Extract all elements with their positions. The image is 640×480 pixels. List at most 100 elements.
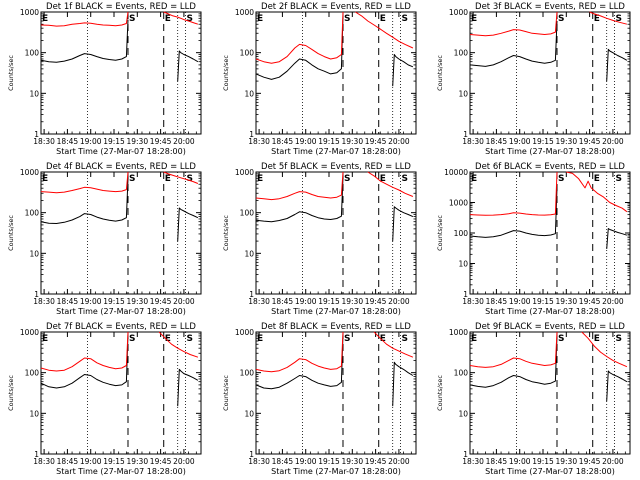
marker-label-e: E	[165, 14, 171, 24]
y-tick-label: 10	[244, 249, 254, 258]
lld-series-line	[589, 11, 628, 25]
marker-label-s: S	[186, 174, 192, 184]
x-tick-label: 18:45	[272, 457, 294, 466]
marker-label-s: S	[401, 334, 407, 344]
x-tick-label: 19:00	[295, 137, 317, 146]
marker-label-s: S	[615, 174, 621, 184]
x-tick-label: 20:00	[388, 297, 410, 306]
x-tick-label: 19:45	[365, 297, 387, 306]
panel-title: Det 3f BLACK = Events, RED = LLD	[475, 2, 625, 12]
lld-series-line	[469, 331, 558, 368]
x-tick-label: 18:45	[272, 297, 294, 306]
events-series-line	[392, 206, 414, 242]
x-tick-label: 18:30	[462, 297, 484, 306]
detector-panel-9: Det 9f BLACK = Events, RED = LLD 1 10 100 10…	[436, 322, 631, 476]
x-tick-label: 20:00	[388, 137, 410, 146]
detector-panel-5: Det 5f BLACK = Events, RED = LLD 1 10 100 10…	[222, 162, 417, 316]
y-tick-label: 1000	[20, 168, 39, 177]
y-tick-label: 1	[463, 130, 468, 139]
x-tick-label: 20:00	[173, 457, 195, 466]
panel-title: Det 4f BLACK = Events, RED = LLD	[46, 162, 196, 172]
y-tick-label: 1	[34, 450, 39, 459]
y-tick-label: 1000	[235, 328, 254, 337]
panel-title: Det 1f BLACK = Events, RED = LLD	[46, 2, 196, 12]
y-tick-label: 1	[463, 290, 468, 299]
lld-series-line	[40, 171, 129, 194]
x-tick-label: 19:30	[555, 137, 577, 146]
lld-series-line	[373, 331, 414, 358]
y-axis-label: Counts/sec	[222, 375, 230, 411]
x-tick-label: 18:30	[33, 457, 55, 466]
y-tick-label: 1000	[20, 328, 39, 337]
marker-label-e: E	[165, 174, 171, 184]
lld-series-line	[566, 171, 628, 213]
y-tick-label: 100	[25, 49, 40, 58]
x-tick-label: 19:00	[80, 297, 102, 306]
panel-title: Det 8f BLACK = Events, RED = LLD	[261, 322, 411, 332]
lld-series-line	[163, 171, 199, 184]
x-tick-label: 20:00	[602, 457, 624, 466]
x-tick-label: 19:30	[341, 297, 363, 306]
x-tick-label: 19:15	[532, 457, 554, 466]
marker-label-e: E	[165, 334, 171, 344]
marker-label-e: E	[380, 334, 386, 344]
y-tick-label: 1	[249, 130, 254, 139]
x-tick-label: 19:45	[579, 297, 601, 306]
y-tick-label: 1	[249, 290, 254, 299]
x-tick-label: 19:30	[126, 297, 148, 306]
x-tick-label: 19:30	[341, 457, 363, 466]
plot-frame	[40, 331, 202, 455]
x-tick-label: 19:45	[150, 297, 172, 306]
marker-label-e: E	[380, 14, 386, 24]
marker-label-s: S	[129, 334, 135, 344]
x-tick-label: 18:30	[33, 297, 55, 306]
marker-label-s: S	[558, 14, 564, 24]
events-series-line	[392, 361, 414, 407]
x-tick-label: 18:30	[462, 137, 484, 146]
x-tick-label: 19:15	[103, 457, 125, 466]
panel-title: Det 5f BLACK = Events, RED = LLD	[261, 162, 411, 172]
y-tick-label: 1000	[20, 8, 39, 17]
y-tick-label: 100	[240, 49, 255, 58]
x-tick-label: 19:30	[341, 137, 363, 146]
events-series-line	[469, 187, 558, 238]
x-tick-label: 19:30	[126, 457, 148, 466]
x-tick-label: 19:45	[365, 137, 387, 146]
marker-label-s: S	[344, 14, 350, 24]
events-series-line	[606, 370, 628, 402]
lld-series-line	[255, 331, 344, 373]
marker-label-s: S	[401, 174, 407, 184]
x-tick-label: 19:45	[579, 457, 601, 466]
y-tick-label: 100	[454, 369, 469, 378]
y-tick-label: 10	[244, 409, 254, 418]
x-tick-label: 18:45	[486, 297, 508, 306]
x-tick-label: 19:00	[80, 457, 102, 466]
marker-label-s: S	[129, 14, 135, 24]
events-series-line	[255, 333, 344, 390]
events-series-line	[177, 50, 199, 82]
marker-label-e: E	[257, 174, 263, 184]
lld-series-line	[367, 171, 414, 197]
events-series-line	[177, 368, 199, 407]
events-series-line	[255, 15, 344, 80]
detector-panel-3: Det 3f BLACK = Events, RED = LLD 1 10 100 10…	[436, 2, 631, 156]
x-tick-label: 19:30	[126, 137, 148, 146]
x-tick-label: 20:00	[602, 297, 624, 306]
x-axis-label: Start Time (27-Mar-07 18:28:00)	[485, 307, 615, 316]
y-tick-label: 1000	[449, 328, 468, 337]
y-tick-label: 1	[463, 450, 468, 459]
x-axis-label: Start Time (27-Mar-07 18:28:00)	[271, 147, 401, 156]
events-series-line	[177, 207, 199, 242]
lld-series-line	[255, 171, 344, 201]
x-axis-label: Start Time (27-Mar-07 18:28:00)	[271, 307, 401, 316]
panel-title: Det 2f BLACK = Events, RED = LLD	[261, 2, 411, 12]
lld-series-line	[163, 11, 199, 25]
plot-frame	[255, 171, 417, 295]
plot-frame	[469, 331, 631, 455]
x-tick-label: 18:45	[57, 137, 79, 146]
plot-frame	[469, 171, 631, 295]
detector-panel-6: Det 6f BLACK = Events, RED = LLD 1 10 100 10…	[436, 162, 631, 316]
y-tick-label: 100	[240, 369, 255, 378]
x-tick-label: 19:45	[579, 137, 601, 146]
marker-label-s: S	[615, 334, 621, 344]
